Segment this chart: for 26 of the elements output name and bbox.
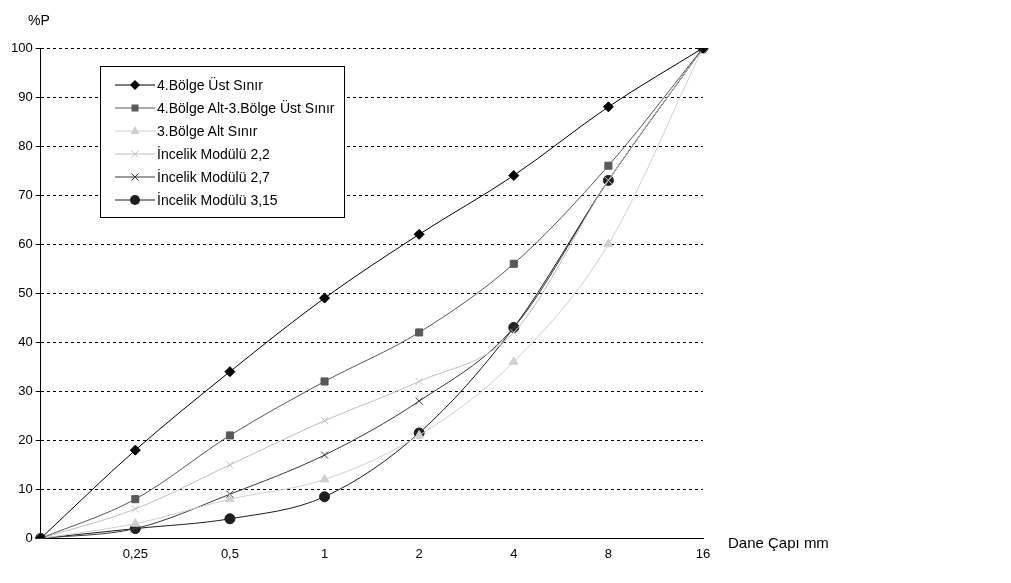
y-tick-label: 100 [10,39,33,55]
y-tick-label: 0 [25,529,33,545]
x-tick-label: 0,5 [220,545,239,561]
y-tick-label: 20 [18,431,33,447]
x-tick-label: 16 [695,545,711,561]
legend-label: 4.Bölge Alt-3.Bölge Üst Sınır [157,99,335,116]
legend-label: İncelik Modülü 2,7 [157,168,270,185]
x-axis-title: Dane Çapı mm [728,534,829,551]
legend-label: İncelik Modülü 2,2 [157,145,270,162]
x-tick-label: 1 [320,545,329,561]
y-tick-label: 70 [18,186,33,202]
y-tick-label: 10 [18,480,33,496]
y-tick-label: 40 [18,333,33,349]
legend-label: 4.Bölge Üst Sınır [157,76,263,93]
x-tick-label: 0,25 [122,545,148,561]
x-tick-label: 4 [510,545,518,561]
y-tick-label: 80 [18,137,33,153]
y-tick-label: 90 [18,88,33,104]
legend-label: İncelik Modülü 3,15 [157,191,278,208]
x-tick-label: 2 [415,545,423,561]
x-tick-label: 8 [604,545,612,561]
legend-label: 3.Bölge Alt Sınır [157,122,258,139]
y-tick-label: 50 [18,284,33,300]
y-tick-label: 30 [18,382,33,398]
y-axis-title: %P [28,12,50,28]
y-tick-label: 60 [18,235,33,251]
